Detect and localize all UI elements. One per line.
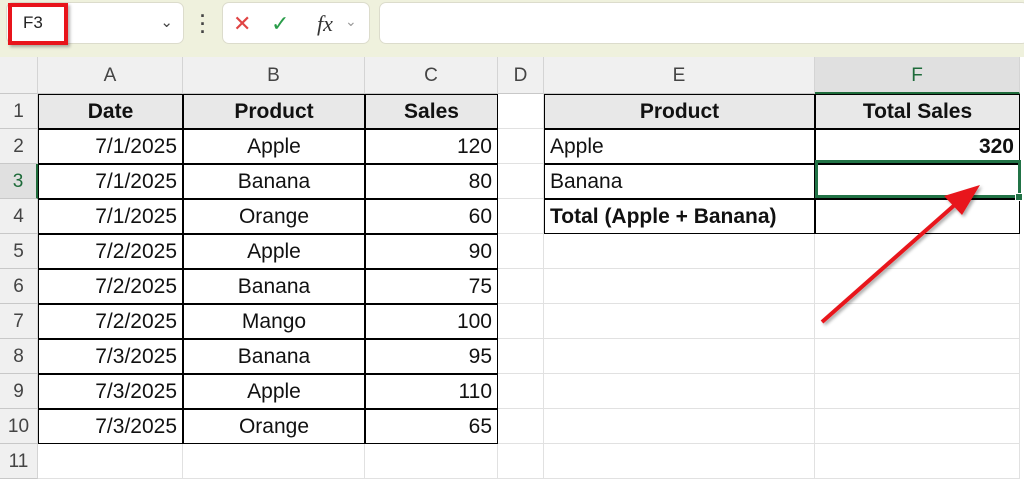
summary-product-cell[interactable]: Banana bbox=[544, 164, 815, 199]
formula-input[interactable] bbox=[379, 2, 1024, 44]
grid-cell[interactable] bbox=[498, 374, 544, 409]
row-header-6[interactable]: 6 bbox=[0, 269, 38, 304]
highlight-box bbox=[8, 3, 68, 45]
row-header-2[interactable]: 2 bbox=[0, 129, 38, 164]
column-header-F[interactable]: F bbox=[815, 57, 1020, 94]
sales-date-cell[interactable]: 7/3/2025 bbox=[38, 374, 183, 409]
name-box-value: F3 bbox=[23, 13, 43, 32]
sales-sales-cell[interactable]: 80 bbox=[365, 164, 498, 199]
sales-product-cell[interactable]: Banana bbox=[183, 339, 365, 374]
sales-date-cell[interactable]: 7/2/2025 bbox=[38, 304, 183, 339]
column-header-A[interactable]: A bbox=[38, 57, 183, 94]
annotation-arrow bbox=[820, 185, 980, 324]
sales-sales-cell[interactable]: 100 bbox=[365, 304, 498, 339]
grid-cell[interactable] bbox=[815, 409, 1020, 444]
grid-cell[interactable] bbox=[498, 94, 544, 129]
summary-total-cell[interactable]: 320 bbox=[815, 129, 1020, 164]
summary-total-cell[interactable] bbox=[815, 199, 1020, 234]
sales-product-cell[interactable]: Orange bbox=[183, 409, 365, 444]
grid-cell[interactable] bbox=[498, 199, 544, 234]
grid-cell[interactable] bbox=[498, 269, 544, 304]
sales-product-cell[interactable]: Banana bbox=[183, 164, 365, 199]
sales-date-cell[interactable]: 7/1/2025 bbox=[38, 164, 183, 199]
grid-cell[interactable] bbox=[498, 234, 544, 269]
sales-product-cell[interactable]: Apple bbox=[183, 129, 365, 164]
sales-product-cell[interactable]: Orange bbox=[183, 199, 365, 234]
column-header-D[interactable]: D bbox=[498, 57, 544, 94]
column-header-C[interactable]: C bbox=[365, 57, 498, 94]
more-options-icon[interactable]: · · · bbox=[200, 6, 206, 42]
sales-sales-cell[interactable]: 60 bbox=[365, 199, 498, 234]
formula-buttons: ✕ ✓ fx ⌄ bbox=[222, 2, 370, 44]
grid-cell[interactable] bbox=[498, 339, 544, 374]
sales-sales-cell[interactable]: 120 bbox=[365, 129, 498, 164]
arrow-line bbox=[820, 200, 960, 324]
row-header-3[interactable]: 3 bbox=[0, 164, 38, 199]
sales-date-cell[interactable]: 7/1/2025 bbox=[38, 199, 183, 234]
header-product[interactable]: Product bbox=[183, 94, 365, 129]
header-date[interactable]: Date bbox=[38, 94, 183, 129]
row-header-7[interactable]: 7 bbox=[0, 304, 38, 339]
row-header-4[interactable]: 4 bbox=[0, 199, 38, 234]
name-box[interactable]: F3 ⌄ bbox=[6, 2, 184, 44]
sales-date-cell[interactable]: 7/1/2025 bbox=[38, 129, 183, 164]
sales-product-cell[interactable]: Apple bbox=[183, 374, 365, 409]
arrow-head-icon bbox=[944, 185, 980, 215]
formula-toolbar: F3 ⌄ · · · ✕ ✓ fx ⌄ bbox=[0, 0, 1024, 57]
chevron-down-icon[interactable]: ⌄ bbox=[345, 13, 357, 29]
grid-cell[interactable] bbox=[498, 409, 544, 444]
selected-cell-f3[interactable] bbox=[815, 160, 1021, 198]
sales-sales-cell[interactable]: 75 bbox=[365, 269, 498, 304]
grid-cell[interactable] bbox=[544, 234, 815, 269]
grid-cell[interactable] bbox=[815, 339, 1020, 374]
sales-sales-cell[interactable]: 95 bbox=[365, 339, 498, 374]
row-header-10[interactable]: 10 bbox=[0, 409, 38, 444]
header-sales[interactable]: Sales bbox=[365, 94, 498, 129]
grid-cell[interactable] bbox=[815, 269, 1020, 304]
column-header-E[interactable]: E bbox=[544, 57, 815, 94]
grid-cell[interactable] bbox=[815, 304, 1020, 339]
grid-cell[interactable] bbox=[544, 339, 815, 374]
grid-cell[interactable] bbox=[815, 234, 1020, 269]
sales-product-cell[interactable]: Banana bbox=[183, 269, 365, 304]
summary-product-cell[interactable]: Apple bbox=[544, 129, 815, 164]
sales-date-cell[interactable]: 7/3/2025 bbox=[38, 339, 183, 374]
row-header-5[interactable]: 5 bbox=[0, 234, 38, 269]
fx-icon[interactable]: fx bbox=[317, 11, 333, 36]
grid-cell[interactable] bbox=[498, 129, 544, 164]
sales-date-cell[interactable]: 7/3/2025 bbox=[38, 409, 183, 444]
sales-sales-cell[interactable]: 90 bbox=[365, 234, 498, 269]
sales-date-cell[interactable]: 7/2/2025 bbox=[38, 269, 183, 304]
row-header-8[interactable]: 8 bbox=[0, 339, 38, 374]
sales-date-cell[interactable]: 7/2/2025 bbox=[38, 234, 183, 269]
grid-cell[interactable] bbox=[498, 304, 544, 339]
summary-header-1[interactable]: Total Sales bbox=[815, 94, 1020, 129]
sales-product-cell[interactable]: Apple bbox=[183, 234, 365, 269]
grid-cell[interactable] bbox=[544, 269, 815, 304]
chevron-down-icon[interactable]: ⌄ bbox=[160, 14, 173, 31]
summary-product-cell[interactable]: Total (Apple + Banana) bbox=[544, 199, 815, 234]
row-header-9[interactable]: 9 bbox=[0, 374, 38, 409]
sales-sales-cell[interactable]: 110 bbox=[365, 374, 498, 409]
grid-cell[interactable] bbox=[544, 304, 815, 339]
summary-header-0[interactable]: Product bbox=[544, 94, 815, 129]
grid-cell[interactable] bbox=[498, 164, 544, 199]
grid-cell[interactable] bbox=[815, 374, 1020, 409]
check-icon[interactable]: ✓ bbox=[271, 11, 290, 36]
grid-cell[interactable] bbox=[544, 409, 815, 444]
fill-handle[interactable] bbox=[1015, 193, 1023, 201]
sales-product-cell[interactable]: Mango bbox=[183, 304, 365, 339]
x-icon[interactable]: ✕ bbox=[233, 11, 252, 36]
grid-cell[interactable] bbox=[544, 374, 815, 409]
row-header-1[interactable]: 1 bbox=[0, 94, 38, 129]
sales-sales-cell[interactable]: 65 bbox=[365, 409, 498, 444]
column-header-B[interactable]: B bbox=[183, 57, 365, 94]
select-all-corner[interactable] bbox=[0, 57, 38, 94]
